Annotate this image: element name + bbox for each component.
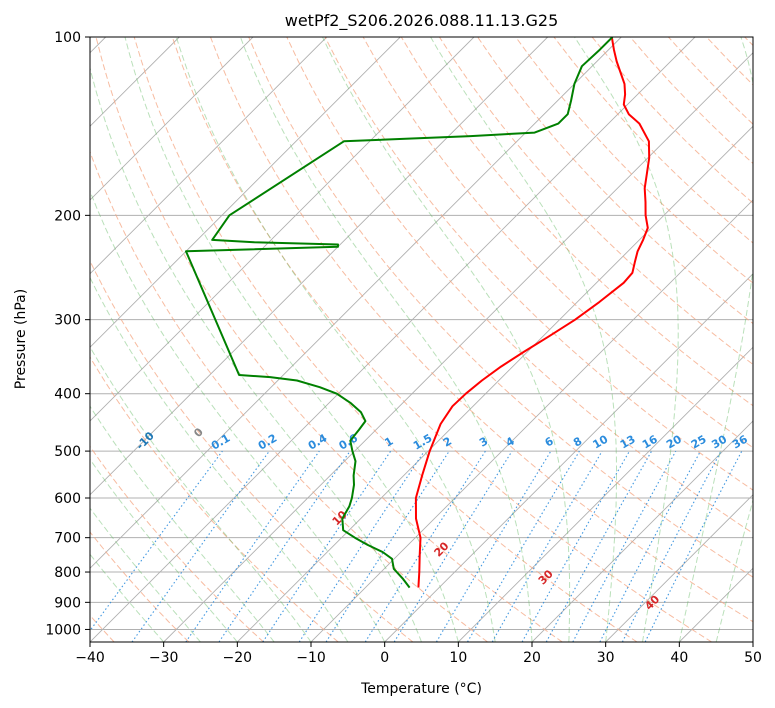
dry-adiabat-line [90, 445, 264, 642]
background-lines [90, 37, 753, 642]
mixing-ratio-line [218, 450, 351, 642]
moist-adiabat-line [90, 553, 165, 642]
y-tick-label: 900 [54, 595, 81, 611]
moist-adiabat-line [90, 458, 238, 642]
isotherm-line [90, 37, 328, 275]
x-tick-label: 0 [380, 650, 389, 666]
y-tick-label: 700 [54, 531, 81, 547]
dry-adiabat-line [90, 356, 339, 642]
x-tick-label: −20 [223, 650, 253, 666]
moist-adiabat-line [678, 37, 753, 642]
y-tick-label: 300 [54, 313, 81, 329]
moist-adiabat-line [90, 276, 349, 642]
isotherm-line [384, 273, 753, 642]
dry-adiabat-line [133, 37, 638, 642]
mixing-ratio-line [644, 450, 743, 642]
dry-adiabat-line [90, 150, 488, 642]
y-tick-label: 500 [54, 444, 81, 460]
isotherm-line [90, 37, 696, 642]
isotherm-line [90, 37, 254, 201]
dry-adiabat-line [248, 37, 753, 578]
mixing-ratio-line [393, 450, 513, 642]
x-tick-label: −40 [75, 650, 105, 666]
axes: −40 −30 −20 −10 0 10 20 30 40 50 100 200 300 400 500 60… [45, 30, 762, 666]
isotherm-line [163, 52, 753, 642]
x-tick-label: 40 [670, 650, 688, 666]
x-tick-label: 20 [523, 650, 541, 666]
moist-adiabat-line [175, 37, 496, 642]
y-tick-label: 800 [54, 565, 81, 581]
dewpoint-profile [185, 37, 614, 589]
dry-adiabat-line [210, 37, 753, 623]
background-line-labels: 0.10.20.40.611.52346810131620253036-100-… [0, 371, 751, 613]
x-tick-label: 30 [597, 650, 615, 666]
moist-adiabat-line [90, 405, 275, 642]
moist-adiabat-line [90, 189, 386, 642]
moist-adiabat-line [430, 37, 617, 642]
x-tick-label: 10 [449, 650, 467, 666]
isotherm-line [236, 125, 753, 642]
isotherm-line [531, 420, 753, 642]
isotherm-line [752, 641, 753, 642]
moist-adiabat-line [124, 37, 459, 642]
chart-title: wetPf2_S206.2026.088.11.13.G25 [285, 11, 559, 31]
moist-adiabat-line [90, 345, 312, 642]
isotherm-line [90, 37, 475, 422]
x-axis-label: Temperature (°C) [360, 681, 482, 697]
mixing-ratio-line [298, 450, 425, 642]
dry-adiabat-label: -30 [0, 371, 4, 394]
isotherm-line [90, 37, 401, 348]
x-tick-label: 50 [744, 650, 762, 666]
mixing-ratio-line [262, 450, 392, 642]
isotherm-line [605, 494, 753, 642]
moist-adiabat-line [90, 507, 201, 642]
y-tick-label: 200 [54, 208, 81, 224]
dry-adiabat-line [90, 531, 190, 642]
y-axis-label: Pressure (hPa) [13, 289, 29, 389]
mixing-ratio-line [545, 450, 653, 642]
dry-adiabat-line [400, 37, 753, 407]
dry-adiabat-line [438, 37, 753, 366]
moist-adiabat-line [90, 65, 422, 642]
mixing-ratio-line [90, 450, 223, 632]
temperature-profile [414, 37, 651, 588]
dry-adiabat-line [171, 37, 712, 642]
y-tick-label: 1000 [45, 622, 81, 638]
isotherm-line [457, 346, 753, 642]
dry-adiabat-line [90, 259, 414, 642]
moist-adiabat-line [239, 37, 533, 642]
dry-adiabat-line [95, 37, 563, 642]
mixing-ratio-line [325, 450, 450, 642]
isotherm-line [90, 37, 622, 569]
y-tick-label: 400 [54, 387, 81, 403]
mixing-ratio-line [185, 450, 320, 642]
plot-frame [89, 36, 754, 643]
plot-background [90, 37, 753, 642]
sounding-profiles [185, 37, 651, 589]
mixing-ratio-line [521, 450, 630, 642]
dry-adiabat-line [286, 37, 753, 534]
dry-adiabat-line [515, 37, 753, 284]
moist-adiabat-line [322, 37, 571, 642]
x-tick-label: −10 [296, 650, 326, 666]
y-tick-label: 100 [54, 30, 81, 46]
y-tick-label: 600 [54, 491, 81, 507]
mixing-ratio-line [131, 450, 270, 642]
mixing-ratio-line [572, 450, 677, 642]
moist-adiabat-line [574, 37, 679, 642]
x-tick-label: −30 [149, 650, 179, 666]
